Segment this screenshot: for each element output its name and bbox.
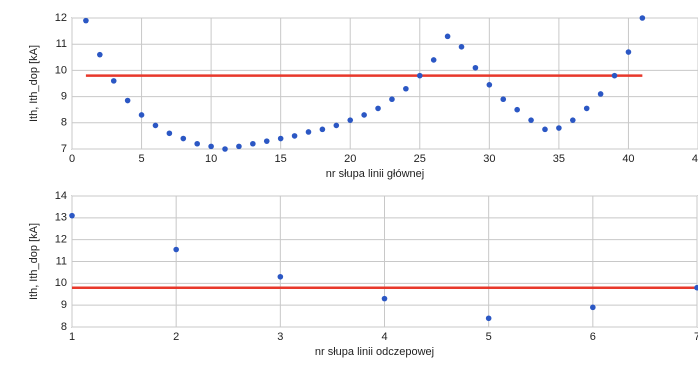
y-tick-label: 8 (61, 117, 67, 129)
data-point (110, 78, 117, 84)
data-point (444, 33, 451, 40)
data-point (403, 85, 409, 92)
x-tick-label: 5 (138, 153, 144, 165)
data-point (333, 122, 340, 129)
data-point (173, 246, 179, 253)
data-point (583, 105, 590, 112)
data-point (389, 96, 395, 103)
x-tick-label: 45 (692, 153, 698, 165)
data-point (250, 140, 256, 147)
y-tick-label: 8 (61, 321, 67, 333)
x-axis-label: nr słupa linii odczepowej (315, 346, 434, 358)
x-tick-label: 30 (483, 153, 495, 165)
data-point (500, 96, 507, 103)
y-tick-label: 13 (55, 212, 67, 224)
data-point (83, 17, 89, 24)
x-tick-label: 3 (277, 331, 283, 343)
y-tick-label: 9 (61, 299, 67, 311)
x-tick-label: 20 (344, 153, 356, 165)
y-tick-label: 12 (55, 12, 67, 24)
data-point (208, 143, 214, 150)
y-tick-label: 11 (56, 38, 67, 50)
y-tick-label: 10 (55, 277, 67, 289)
data-point (194, 140, 200, 147)
data-point (180, 135, 187, 142)
x-tick-label: 4 (381, 331, 387, 343)
x-tick-label: 5 (486, 331, 492, 343)
data-point (485, 315, 492, 322)
x-tick-label: 6 (590, 331, 596, 343)
data-point (430, 57, 437, 63)
x-axis-label: nr słupa linii głównej (326, 168, 424, 180)
data-point (166, 130, 173, 137)
data-point (639, 15, 646, 21)
data-point (277, 273, 284, 280)
data-point (152, 122, 159, 129)
data-point (97, 51, 103, 58)
y-tick-label: 14 (55, 190, 67, 202)
data-point (458, 44, 465, 50)
data-point (611, 72, 618, 79)
data-point (381, 295, 388, 302)
x-tick-label: 35 (553, 153, 565, 165)
data-point (597, 91, 604, 97)
data-point (625, 49, 632, 55)
x-tick-label: 0 (69, 153, 75, 165)
x-tick-label: 2 (173, 331, 179, 343)
data-point (472, 64, 479, 71)
x-tick-label: 10 (205, 153, 217, 165)
data-point (514, 106, 520, 113)
y-axis-label: Ith, Ith_dop [kA] (28, 223, 40, 300)
plot-area (71, 17, 698, 150)
x-tick-label: 25 (414, 153, 426, 165)
data-point (263, 138, 270, 144)
data-point (556, 125, 562, 131)
data-point (277, 135, 284, 142)
y-axis-label: Ith, Ith_dop [kA] (28, 45, 40, 122)
x-tick-label: 15 (275, 153, 287, 165)
data-point (375, 105, 381, 112)
x-tick-label: 40 (622, 153, 634, 165)
data-point (319, 126, 326, 133)
data-point (347, 117, 354, 123)
data-point (222, 146, 228, 152)
data-point (542, 126, 548, 133)
y-tick-label: 12 (55, 234, 67, 246)
x-tick-label: 1 (69, 331, 75, 343)
x-tick-label: 7 (694, 331, 698, 343)
data-point (361, 112, 367, 118)
data-point (416, 72, 423, 79)
y-tick-label: 10 (55, 64, 67, 76)
y-tick-label: 7 (61, 143, 67, 155)
data-point (124, 97, 131, 104)
data-point (486, 82, 493, 88)
data-point (528, 117, 534, 123)
data-point (694, 284, 698, 291)
y-tick-label: 9 (61, 91, 67, 103)
data-point (291, 133, 298, 139)
data-point (590, 304, 596, 311)
data-point (138, 112, 145, 118)
data-point (570, 117, 576, 123)
data-point (69, 212, 75, 219)
data-point (236, 143, 242, 150)
data-point (305, 129, 312, 135)
y-tick-label: 11 (56, 255, 67, 267)
